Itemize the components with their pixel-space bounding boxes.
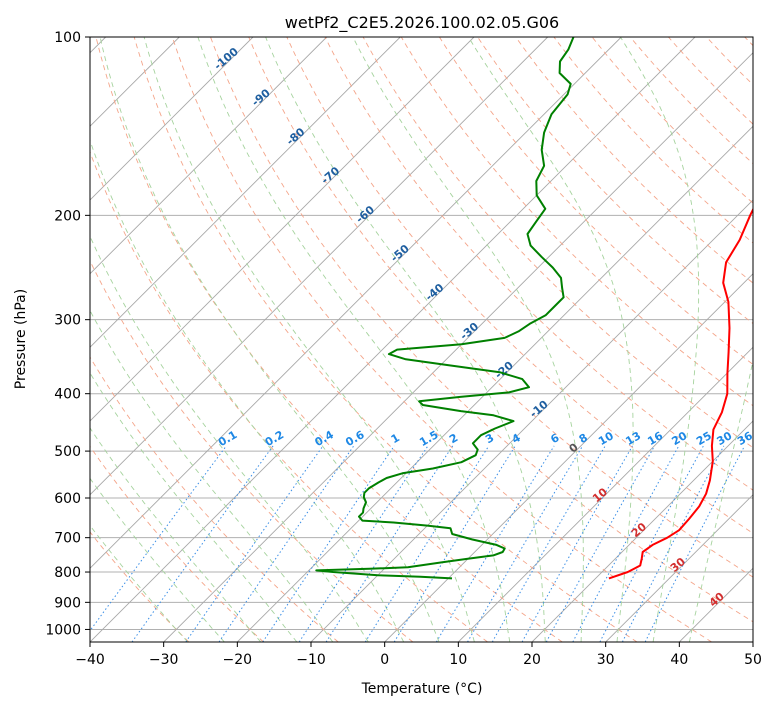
- y-tick-label: 300: [54, 313, 81, 329]
- y-tick-label: 900: [54, 595, 81, 611]
- y-tick-label: 400: [54, 387, 81, 403]
- y-tick-label: 600: [54, 491, 81, 507]
- y-tick-label: 700: [54, 531, 81, 547]
- x-tick-label: 50: [744, 652, 762, 668]
- x-tick-label: 10: [449, 652, 467, 668]
- y-tick-label: 500: [54, 444, 81, 460]
- chart-title: wetPf2_C2E5.2026.100.02.05.G06: [285, 13, 559, 33]
- x-axis-title: Temperature (°C): [361, 681, 483, 697]
- x-tick-label: 0: [380, 652, 389, 668]
- y-axis-title: Pressure (hPa): [13, 289, 29, 389]
- x-tick-label: −30: [149, 652, 179, 668]
- y-tick-label: 1000: [45, 622, 81, 638]
- x-tick-label: 30: [597, 652, 615, 668]
- x-tick-label: −20: [223, 652, 253, 668]
- y-tick-label: 100: [54, 30, 81, 46]
- y-tick-label: 200: [54, 208, 81, 224]
- x-tick-label: 40: [670, 652, 688, 668]
- x-tick-label: −10: [296, 652, 326, 668]
- x-tick-label: 20: [523, 652, 541, 668]
- x-tick-label: −40: [75, 652, 105, 668]
- y-tick-label: 800: [54, 565, 81, 581]
